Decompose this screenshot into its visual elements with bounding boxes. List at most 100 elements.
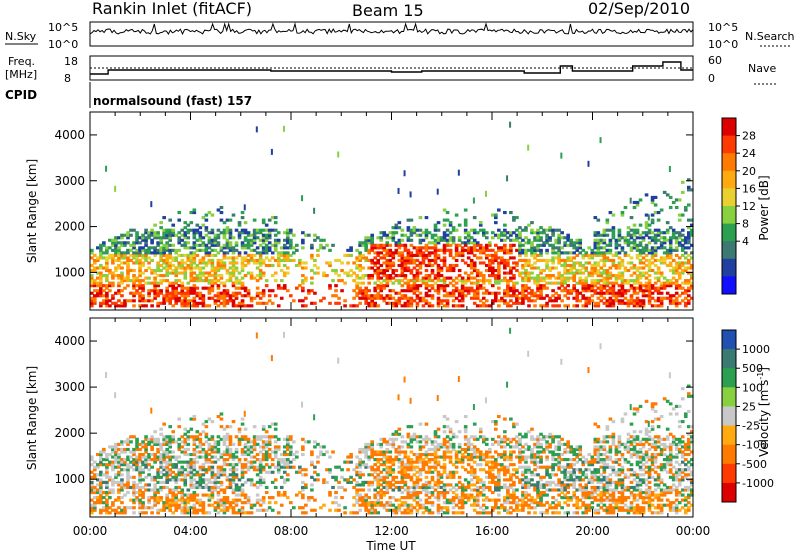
scatter-cell	[545, 281, 549, 285]
scatter-cell	[569, 241, 573, 245]
scatter-cell	[611, 213, 616, 217]
scatter-cell	[192, 463, 197, 467]
scatter-cell	[635, 231, 640, 235]
scatter-cell	[593, 291, 598, 295]
scatter-cell	[451, 268, 456, 273]
scatter-cell	[623, 251, 628, 255]
scatter-cell	[674, 291, 679, 295]
scatter-cell	[165, 233, 169, 237]
scatter-cell	[225, 478, 230, 482]
scatter-cell	[442, 246, 447, 250]
scatter-cell	[267, 263, 272, 268]
scatter-cell	[144, 483, 148, 487]
scatter-cell	[319, 238, 323, 242]
scatter-cell	[240, 506, 245, 510]
scatter-cell	[533, 236, 537, 240]
scatter-cell	[382, 268, 387, 273]
scatter-cell	[120, 261, 124, 265]
scatter-cell	[418, 241, 423, 245]
scatter-cell	[406, 286, 411, 290]
scatter-cell	[231, 299, 236, 303]
scatter-cell	[225, 498, 230, 502]
scatter-cell	[174, 458, 179, 462]
scatter-cell	[605, 233, 610, 237]
scatter-cell	[397, 432, 402, 436]
scatter-cell	[355, 276, 359, 280]
scatter-cell	[569, 271, 573, 275]
scatter-cell	[192, 493, 197, 497]
scatter-cell	[243, 435, 248, 439]
scatter-cell	[192, 231, 197, 235]
scatter-cell	[243, 251, 248, 255]
scatter-cell	[689, 243, 694, 247]
scatter-cell	[412, 465, 417, 469]
scatter-cell	[668, 284, 673, 288]
scatter-cell	[659, 299, 664, 303]
scatter-cell	[273, 440, 278, 444]
scatter-cell	[551, 251, 555, 255]
scatter-cell	[548, 296, 552, 300]
scatter-cell	[147, 291, 151, 295]
scatter-cell	[216, 296, 221, 300]
scatter-cell	[93, 496, 97, 500]
scatter-cell	[572, 246, 577, 250]
scatter-cell	[397, 445, 402, 449]
scatter-cell	[189, 493, 194, 497]
scatter-cell	[530, 266, 534, 270]
scatter-cell	[304, 440, 308, 444]
scatter-cell	[494, 256, 498, 260]
scatter-cell	[171, 271, 176, 275]
scatter-cell	[261, 274, 266, 278]
scatter-cell	[524, 251, 528, 255]
scatter-cell	[165, 231, 169, 235]
scatter-cell	[361, 266, 365, 270]
scatter-cell	[195, 508, 200, 512]
scatter-cell	[421, 445, 426, 449]
scatter-cell	[376, 458, 381, 462]
scatter-cell	[521, 279, 525, 283]
scatter-cell	[650, 195, 655, 199]
scatter-cell	[267, 501, 272, 505]
scatter-cell	[183, 452, 188, 457]
scatter-cell	[454, 251, 459, 255]
scatter-cell	[680, 213, 685, 217]
scatter-cell	[494, 216, 498, 220]
scatter-cell	[533, 281, 537, 285]
scatter-cell	[222, 289, 227, 293]
scatter-cell	[138, 304, 142, 308]
scatter-cell	[403, 274, 408, 278]
scatter-cell	[162, 274, 166, 278]
scatter-cell	[325, 480, 329, 484]
scatter-cell	[165, 468, 169, 472]
scatter-cell	[159, 465, 163, 469]
scatter-cell	[400, 271, 405, 275]
scatter-cell	[162, 261, 166, 265]
scatter-cell	[310, 268, 314, 273]
scatter-cell	[490, 299, 495, 303]
scatter-cell	[487, 274, 492, 278]
scatter-cell	[536, 279, 540, 283]
scatter-cell	[231, 498, 236, 502]
scatter-cell	[385, 253, 390, 257]
scatter-cell	[228, 452, 233, 457]
scatter-cell	[641, 291, 646, 295]
scatter-cell	[484, 243, 489, 247]
scatter-cell	[147, 248, 151, 252]
scatter-cell	[394, 291, 399, 295]
scatter-cell	[168, 294, 173, 298]
scatter-cell	[144, 241, 148, 245]
scatter-cell	[463, 286, 468, 290]
scatter-cell	[132, 284, 136, 288]
scatter-cell	[509, 256, 513, 260]
scatter-cell	[671, 276, 676, 280]
scatter-cell	[237, 437, 242, 441]
scatter-cell	[385, 485, 390, 490]
scatter-cell	[141, 286, 145, 290]
scatter-cell	[132, 490, 136, 495]
scatter-cell	[442, 238, 447, 242]
scatter-cell	[189, 268, 194, 273]
scatter-cell	[138, 442, 142, 446]
scatter-cell	[93, 490, 97, 495]
scatter-cell	[409, 475, 414, 479]
